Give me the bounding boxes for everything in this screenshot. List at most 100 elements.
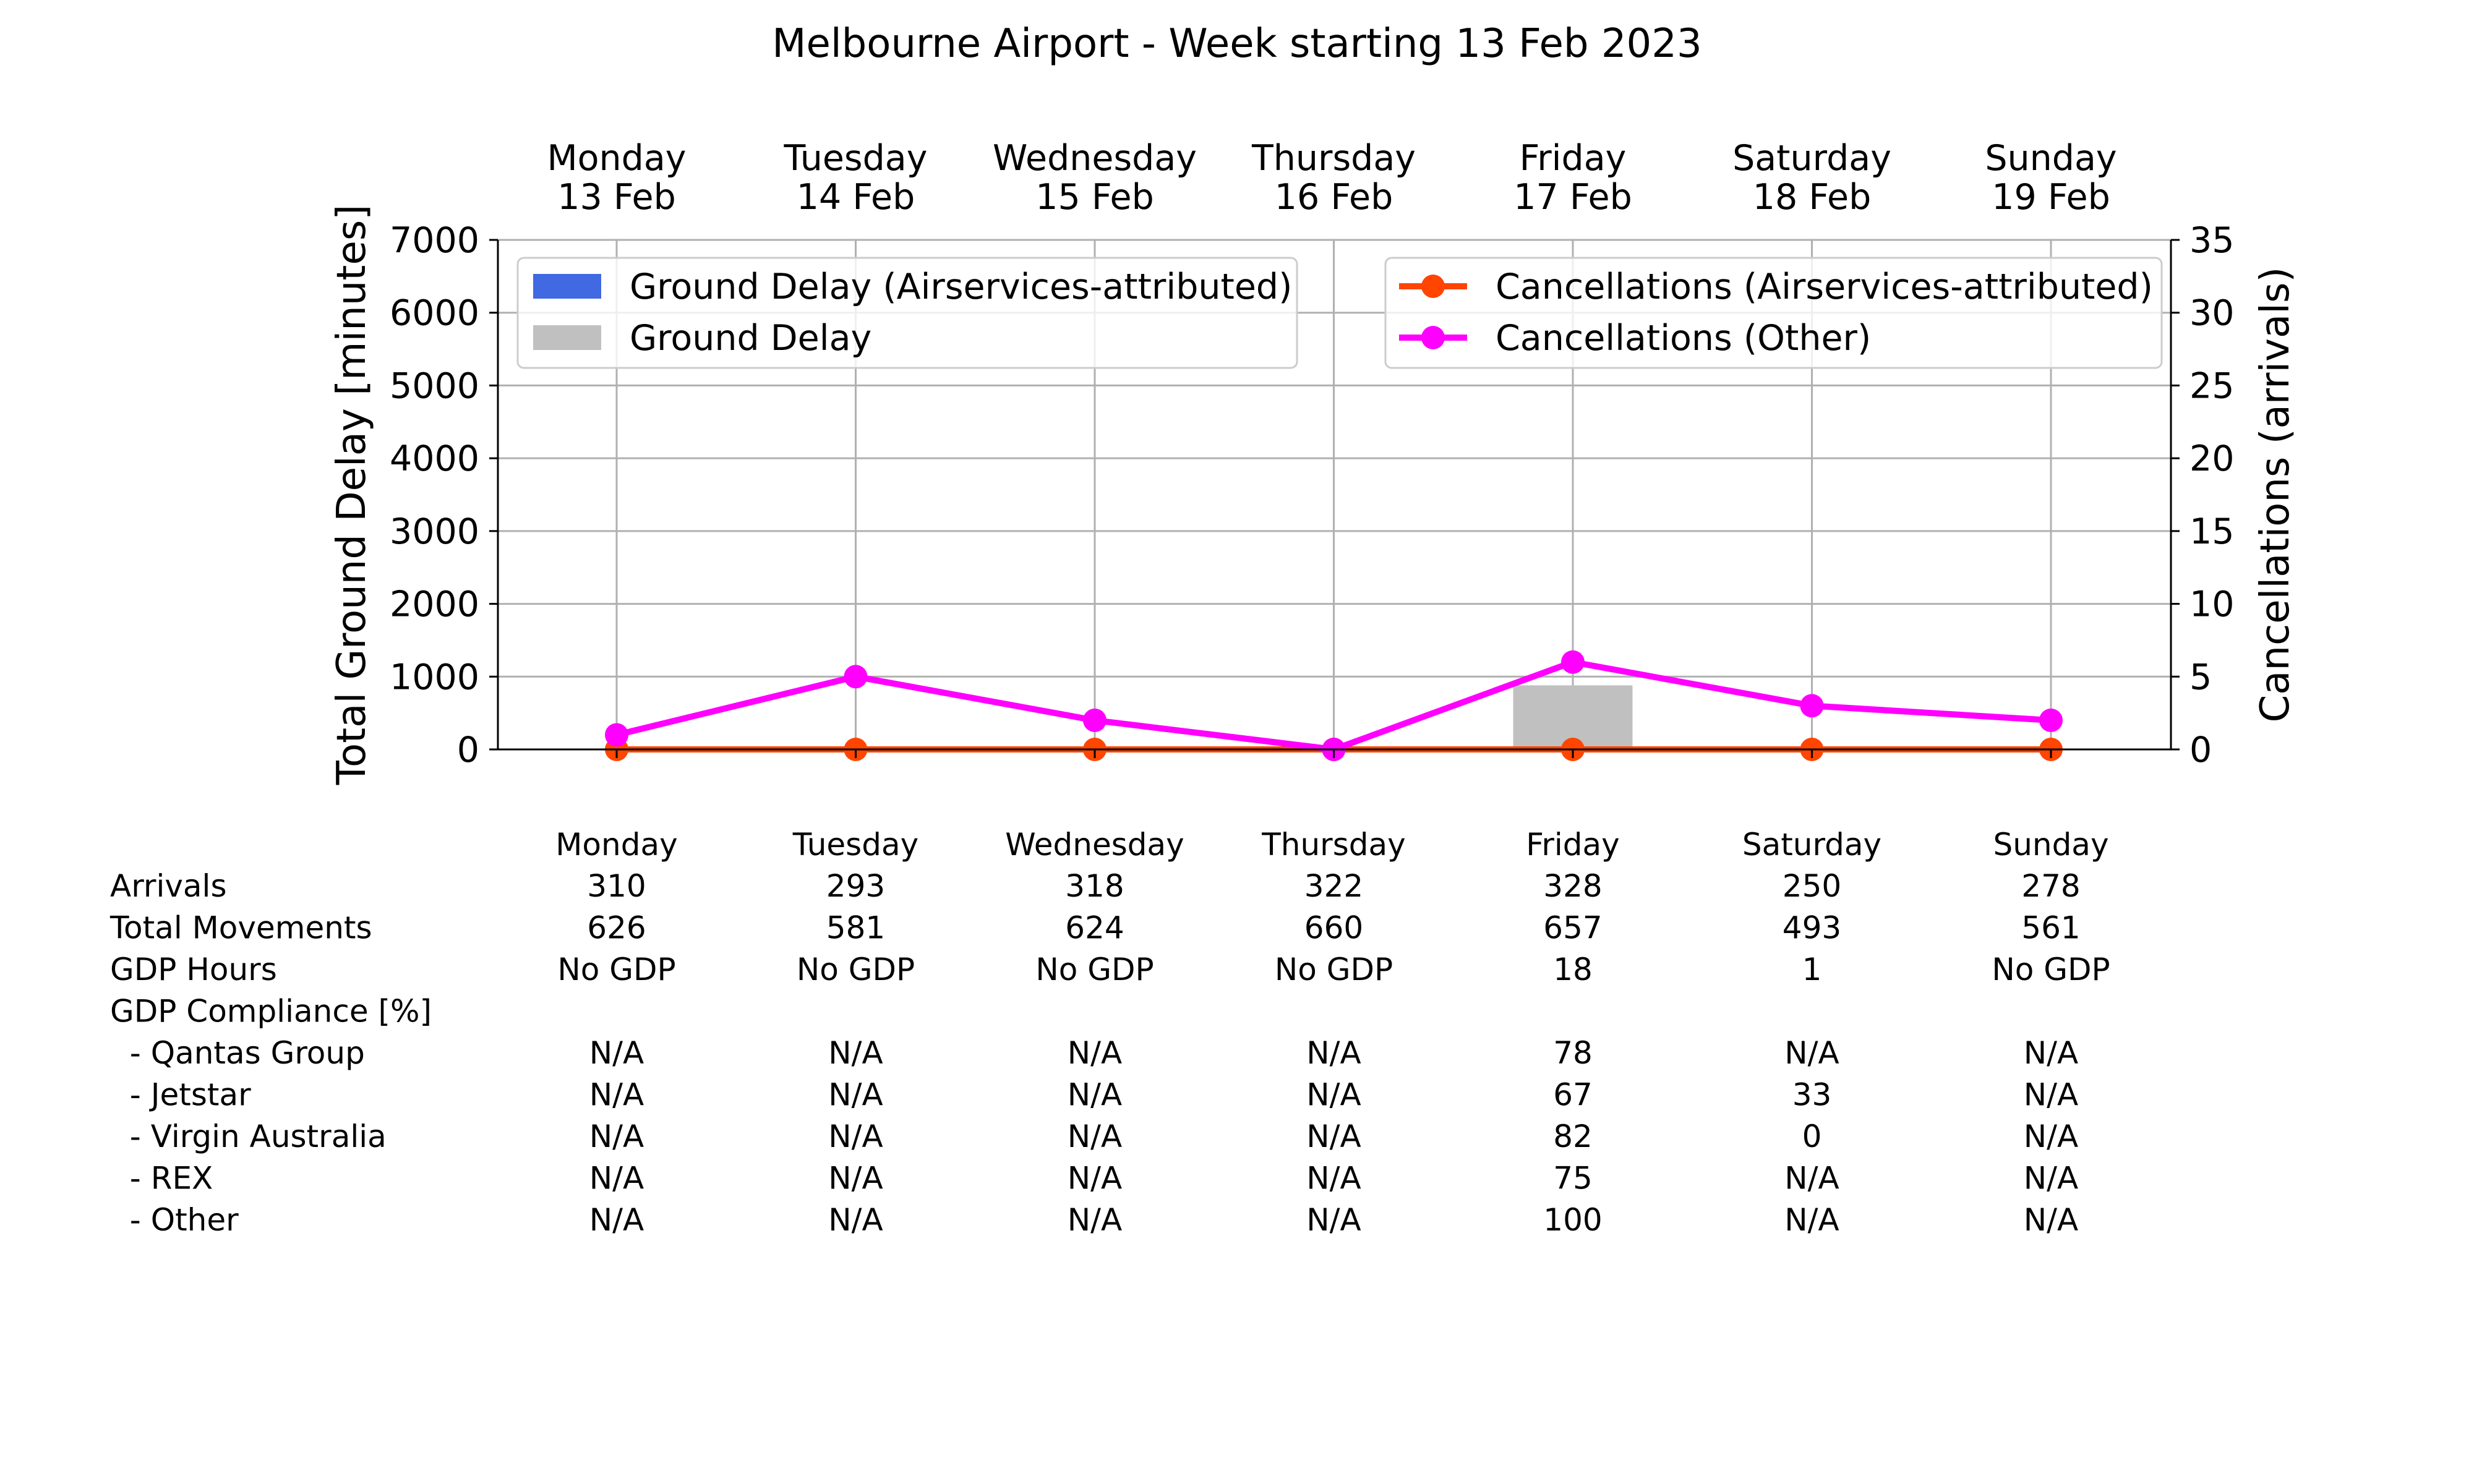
- table-row-label: - REX: [110, 1161, 213, 1196]
- table-header-cell: Thursday: [1261, 827, 1406, 863]
- table-cell: 660: [1304, 910, 1363, 946]
- right-tick-label: 0: [2189, 730, 2212, 770]
- table-cell: N/A: [1068, 1202, 1122, 1238]
- legend-entry-label: Ground Delay (Airservices-attributed): [630, 267, 1292, 307]
- left-tick-label: 0: [457, 730, 479, 770]
- cancellation-point: [1800, 694, 1824, 718]
- table-cell: 1: [1802, 952, 1822, 987]
- table-header-cell: Saturday: [1742, 827, 1881, 863]
- table-cell: N/A: [1306, 1202, 1361, 1238]
- chart-title: Melbourne Airport - Week starting 13 Feb…: [772, 21, 1701, 67]
- table-cell: 78: [1553, 1035, 1593, 1071]
- table-cell: 318: [1065, 868, 1124, 904]
- table-cell: N/A: [589, 1119, 644, 1154]
- table-cell: No GDP: [1035, 952, 1154, 987]
- day-date-label: 17 Feb: [1513, 177, 1632, 218]
- day-date-label: 13 Feb: [557, 177, 676, 218]
- legend-swatch: [533, 274, 601, 299]
- table-cell: 33: [1792, 1077, 1832, 1113]
- table-cell: 75: [1553, 1161, 1593, 1196]
- table-cell: N/A: [2024, 1035, 2078, 1071]
- table-cell: 250: [1783, 868, 1841, 904]
- table-cell: 626: [587, 910, 646, 946]
- day-date-label: 19 Feb: [1992, 177, 2110, 218]
- table-cell: 493: [1783, 910, 1841, 946]
- table-cell: N/A: [1784, 1161, 1839, 1196]
- left-tick-label: 5000: [390, 365, 479, 406]
- table-header-cell: Monday: [555, 827, 677, 863]
- cancellation-point: [2039, 708, 2063, 732]
- table-cell: N/A: [2024, 1119, 2078, 1154]
- table-cell: N/A: [1306, 1035, 1361, 1071]
- table-cell: N/A: [589, 1077, 644, 1113]
- day-name-label: Thursday: [1251, 138, 1416, 179]
- right-tick-label: 20: [2189, 438, 2235, 479]
- table-cell: N/A: [2024, 1161, 2078, 1196]
- table-cell: 18: [1553, 952, 1593, 987]
- table-cell: 100: [1543, 1202, 1602, 1238]
- day-name-label: Tuesday: [784, 138, 928, 179]
- table-cell: N/A: [1068, 1035, 1122, 1071]
- table-cell: N/A: [1306, 1077, 1361, 1113]
- left-tick-label: 2000: [390, 584, 479, 625]
- table-cell: N/A: [2024, 1077, 2078, 1113]
- table-row-label: - Other: [110, 1202, 239, 1238]
- day-date-label: 16 Feb: [1275, 177, 1393, 218]
- right-axis-label: Cancellations (arrivals): [2253, 267, 2298, 723]
- table-cell: N/A: [1068, 1077, 1122, 1113]
- right-tick-label: 30: [2189, 293, 2235, 334]
- table-cell: 293: [826, 868, 885, 904]
- right-tick-label: 5: [2189, 657, 2212, 697]
- table-cell: 322: [1304, 868, 1363, 904]
- legend-swatch: [533, 325, 601, 350]
- right-tick-label: 15: [2189, 511, 2235, 552]
- right-tick-label: 35: [2189, 220, 2235, 261]
- table-cell: No GDP: [1992, 952, 2110, 987]
- table-cell: N/A: [1306, 1119, 1361, 1154]
- summary-table: Monday Tuesday Wednesday Thursday Friday Satu…: [109, 827, 2110, 1238]
- table-cell: 328: [1543, 868, 1602, 904]
- table-header-cell: Sunday: [1993, 827, 2108, 863]
- table-cell: N/A: [828, 1161, 883, 1196]
- table-cell: No GDP: [797, 952, 915, 987]
- cancellation-point: [605, 723, 628, 747]
- left-tick-label: 6000: [390, 293, 479, 334]
- table-cell: No GDP: [1275, 952, 1393, 987]
- table-cell: N/A: [1784, 1035, 1839, 1071]
- table-cell: N/A: [1306, 1161, 1361, 1196]
- legend-entry-label: Ground Delay: [630, 318, 871, 359]
- table-cell: 561: [2021, 910, 2080, 946]
- legends: Ground Delay (Airservices-attributed) Gro…: [516, 257, 2163, 369]
- table-cell: 310: [587, 868, 646, 904]
- table-row-label: Arrivals: [110, 868, 227, 904]
- table-header-cell: Wednesday: [1005, 827, 1184, 863]
- day-name-label: Saturday: [1732, 138, 1891, 179]
- table-cell: N/A: [1784, 1202, 1839, 1238]
- legend-box-right: [1384, 257, 2163, 369]
- cancellation-point: [1561, 650, 1585, 674]
- day-date-label: 15 Feb: [1035, 177, 1154, 218]
- legend-box-left: [516, 257, 1298, 369]
- table-row-label: Total Movements: [109, 910, 372, 946]
- table-row-label: - Qantas Group: [110, 1035, 365, 1071]
- day-name-label: Sunday: [1985, 138, 2117, 179]
- table-cell: N/A: [828, 1119, 883, 1154]
- left-tick-label: 3000: [390, 511, 479, 552]
- table-cell: 82: [1553, 1119, 1593, 1154]
- table-cell: 278: [2021, 868, 2080, 904]
- table-cell: N/A: [828, 1202, 883, 1238]
- legend-marker: [1421, 326, 1445, 349]
- day-name-label: Friday: [1520, 138, 1627, 179]
- legend-entry-label: Cancellations (Airservices-attributed): [1496, 267, 2153, 307]
- table-cell: N/A: [1068, 1119, 1122, 1154]
- table-cell: 624: [1065, 910, 1124, 946]
- table-row-label: - Jetstar: [110, 1077, 251, 1113]
- left-axis-label: Total Ground Delay [minutes]: [329, 205, 375, 785]
- table-cell: 67: [1553, 1077, 1593, 1113]
- left-tick-label: 4000: [390, 438, 479, 479]
- legend-marker: [1421, 275, 1445, 298]
- table-cell: N/A: [1068, 1161, 1122, 1196]
- cancellation-point: [844, 665, 868, 689]
